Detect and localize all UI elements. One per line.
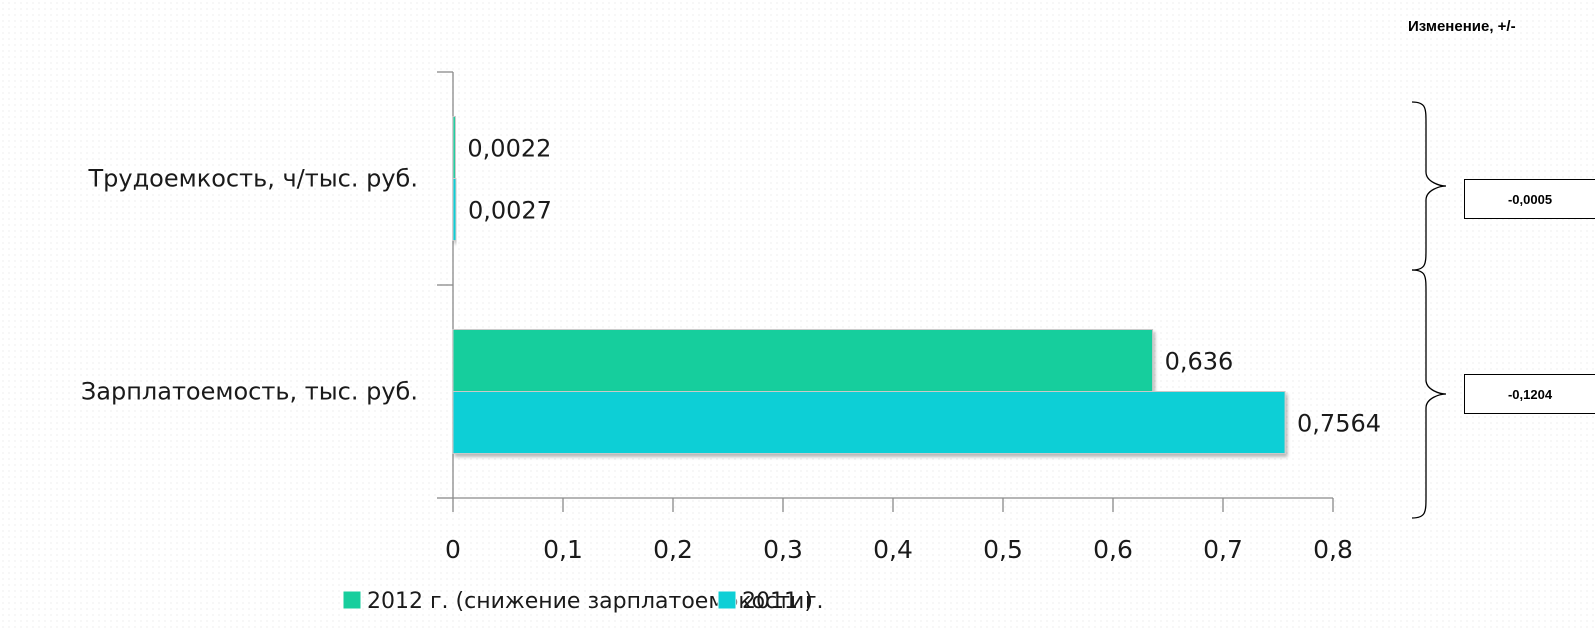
x-tick-label: 0	[445, 535, 461, 564]
chart-bars	[452, 116, 1286, 454]
category-label: Зарплатоемость, тыс. руб.	[81, 378, 418, 406]
bar	[452, 329, 1154, 392]
chart-labels: Трудоемкость, ч/тыс. руб. 0,0022 0,0027 Зар…	[81, 135, 1381, 438]
chart-legend: 2012 г. (снижение зарплатоемокости)2011 …	[342, 589, 824, 614]
data-label: 0,7564	[1297, 410, 1381, 438]
legend-entry: 2012 г. (снижение зарплатоемокости)	[367, 589, 813, 614]
data-label: 0,0022	[467, 135, 551, 163]
chart-axes: 0 0,1 0,2 0,3 0,4 0,5 0,6 0,7 0,8	[437, 71, 1353, 564]
curly-brace	[1411, 101, 1447, 271]
x-tick-label: 0,6	[1093, 535, 1133, 564]
bar	[452, 391, 1286, 454]
change-value-box: -0,0005	[1464, 179, 1595, 219]
bar	[452, 116, 456, 179]
change-value-box: -0,1204	[1464, 374, 1595, 414]
x-tick-label: 0,3	[763, 535, 803, 564]
bar	[452, 178, 457, 241]
change-header: Изменение, +/-	[1408, 18, 1516, 35]
x-tick-label: 0,5	[983, 535, 1023, 564]
change-braces	[1411, 101, 1447, 519]
legend-entry: 2011 г.	[742, 589, 824, 614]
x-tick-label: 0,7	[1203, 535, 1243, 564]
curly-brace	[1411, 269, 1447, 519]
legend-swatch	[342, 590, 362, 610]
legend-swatch	[717, 590, 737, 610]
data-label: 0,636	[1165, 348, 1234, 376]
x-tick-label: 0,1	[543, 535, 583, 564]
x-tick-label: 0,2	[653, 535, 693, 564]
x-tick-label: 0,4	[873, 535, 913, 564]
x-tick-label: 0,8	[1313, 535, 1353, 564]
category-label: Трудоемкость, ч/тыс. руб.	[87, 165, 418, 193]
data-label: 0,0027	[468, 197, 552, 225]
